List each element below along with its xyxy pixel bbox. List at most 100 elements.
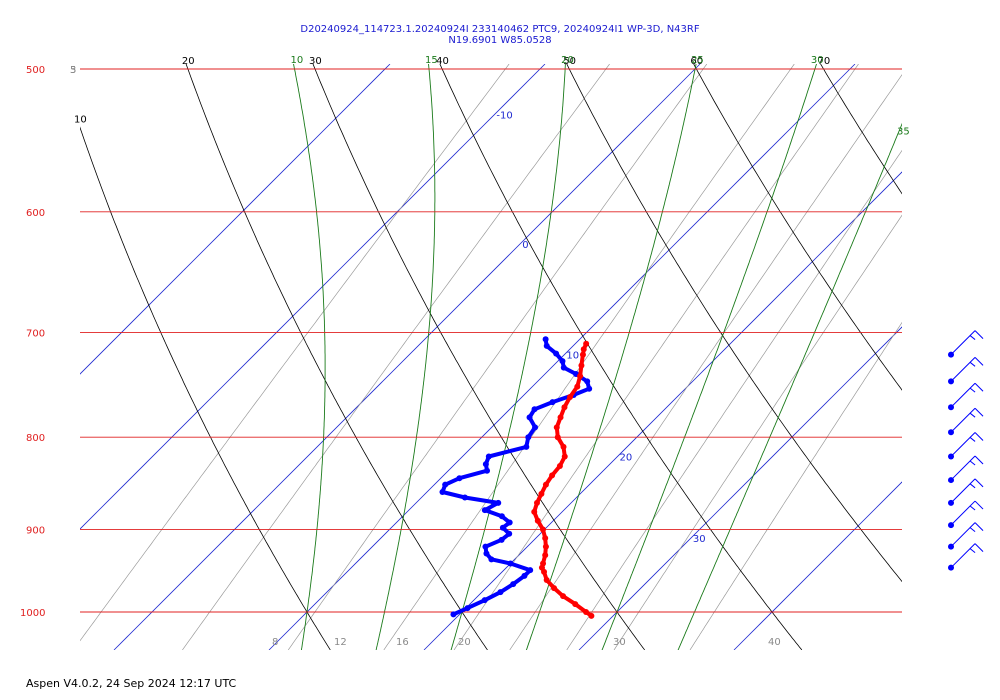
temperature-point <box>538 490 545 497</box>
dewpoint-point <box>498 513 505 520</box>
dry-adiabat-line <box>312 64 645 650</box>
moist-adiabat-label: 30 <box>811 55 824 66</box>
wind-barb-flag <box>974 543 984 552</box>
moist-adiabat-label: 10 <box>291 55 304 66</box>
dry-adiabat-label: 10 <box>74 115 87 126</box>
pressure-label: 500 <box>26 65 45 76</box>
dewpoint-point <box>485 453 492 460</box>
dewpoint-point <box>483 550 490 557</box>
moist-adiabat-label: 25 <box>691 55 704 66</box>
temperature-point <box>549 472 556 479</box>
dewpoint-point <box>549 399 556 406</box>
dewpoint-point <box>510 581 517 588</box>
pressure-label: 600 <box>26 208 45 219</box>
temperature-point <box>561 453 568 460</box>
isotherm-label: 20 <box>619 453 632 464</box>
dewpoint-line <box>440 337 592 617</box>
dewpoint-point <box>461 494 468 501</box>
wind-barb <box>948 330 984 358</box>
temperature-point <box>583 340 590 347</box>
wind-barb-flag <box>974 330 984 339</box>
temperature-point <box>542 535 549 542</box>
dry-adiabat-label: 50 <box>563 56 576 67</box>
chart-title: D20240924_114723.1.20240924I 233140462 P… <box>300 24 700 35</box>
dry-adiabat-label: 70 <box>818 56 831 67</box>
temperature-point <box>534 517 541 524</box>
dewpoint-point <box>499 524 506 531</box>
bottom-scale-label: 40 <box>768 637 781 648</box>
isotherm-line <box>733 481 902 650</box>
moist-adiabat-label: 20 <box>561 55 574 66</box>
dewpoint-point <box>553 350 560 357</box>
dewpoint-point <box>523 443 530 450</box>
wind-barb-flag <box>974 455 984 465</box>
moist-adiabat-line <box>375 64 436 650</box>
wind-barb-staff <box>950 455 976 481</box>
dewpoint-point <box>521 572 528 579</box>
dewpoint-point <box>527 567 534 574</box>
moist-adiabat-line <box>601 64 817 650</box>
dewpoint-point <box>526 414 533 421</box>
dry-adiabat-label: 30 <box>309 56 322 67</box>
mixing-ratio-line <box>453 64 859 650</box>
temperature-point <box>580 346 587 353</box>
dewpoint-point <box>482 461 489 468</box>
wind-barb-half <box>969 527 976 532</box>
wind-barb <box>948 543 984 571</box>
temperature-point <box>542 481 549 488</box>
moist-adiabat-line <box>450 64 566 650</box>
bottom-scale-label: 30 <box>613 637 626 648</box>
moist-adiabat-line <box>293 64 326 650</box>
temperature-point <box>567 394 574 401</box>
mixing-ratio-line <box>287 64 708 650</box>
bottom-scale-label: 20 <box>458 637 471 648</box>
wind-barb-half <box>969 335 976 340</box>
temperature-point <box>574 383 581 390</box>
dewpoint-point <box>560 364 567 371</box>
dewpoint-point <box>506 519 513 526</box>
temperature-point <box>533 499 540 506</box>
dewpoint-point <box>507 560 514 567</box>
wind-barb-staff <box>950 522 976 548</box>
isotherm-line <box>423 171 902 650</box>
isotherm-line <box>578 326 902 650</box>
mixing-ratio-line <box>80 64 510 642</box>
mixing-ratio-line <box>509 74 902 650</box>
temperature-point <box>572 601 579 608</box>
temperature-point <box>551 585 558 592</box>
moist-adiabat-line <box>677 122 902 650</box>
wind-barb-flag <box>974 478 984 488</box>
mixing-ratio-line <box>566 149 902 650</box>
wind-barb-half <box>969 483 976 489</box>
wind-barb-staff <box>950 356 976 382</box>
dewpoint-point <box>482 543 489 550</box>
wind-barb-staff <box>950 500 976 526</box>
dry-adiabat-line <box>439 64 803 650</box>
temperature-point <box>560 593 567 600</box>
dry-adiabat-label: 20 <box>182 56 195 67</box>
footer-version: Aspen V4.0.2, 24 Sep 2024 12:17 UTC <box>26 677 237 690</box>
wind-barb <box>948 478 984 506</box>
isotherm-label: -10 <box>496 111 512 122</box>
moist-adiabat-label: 35 <box>897 126 910 137</box>
dewpoint-point <box>584 378 591 385</box>
dewpoint-point <box>442 481 449 488</box>
wind-barb <box>948 522 984 550</box>
wind-barb <box>948 407 984 436</box>
wind-barb-half <box>969 412 976 418</box>
pressure-label: 1000 <box>20 608 45 619</box>
dewpoint-point <box>542 336 549 343</box>
wind-barb-staff <box>950 543 976 569</box>
temperature-point <box>539 526 546 533</box>
dewpoint-point <box>497 589 504 596</box>
temperature-point <box>540 560 547 567</box>
wind-barb-flag <box>974 500 984 510</box>
temperature-point <box>556 463 563 470</box>
wind-barb-half <box>969 361 976 367</box>
mixing-ratio-label: 3 <box>70 65 76 76</box>
wind-barb-flag <box>974 407 984 417</box>
temperature-point <box>588 612 595 619</box>
dewpoint-point <box>506 530 513 537</box>
isotherm-line <box>80 64 546 530</box>
